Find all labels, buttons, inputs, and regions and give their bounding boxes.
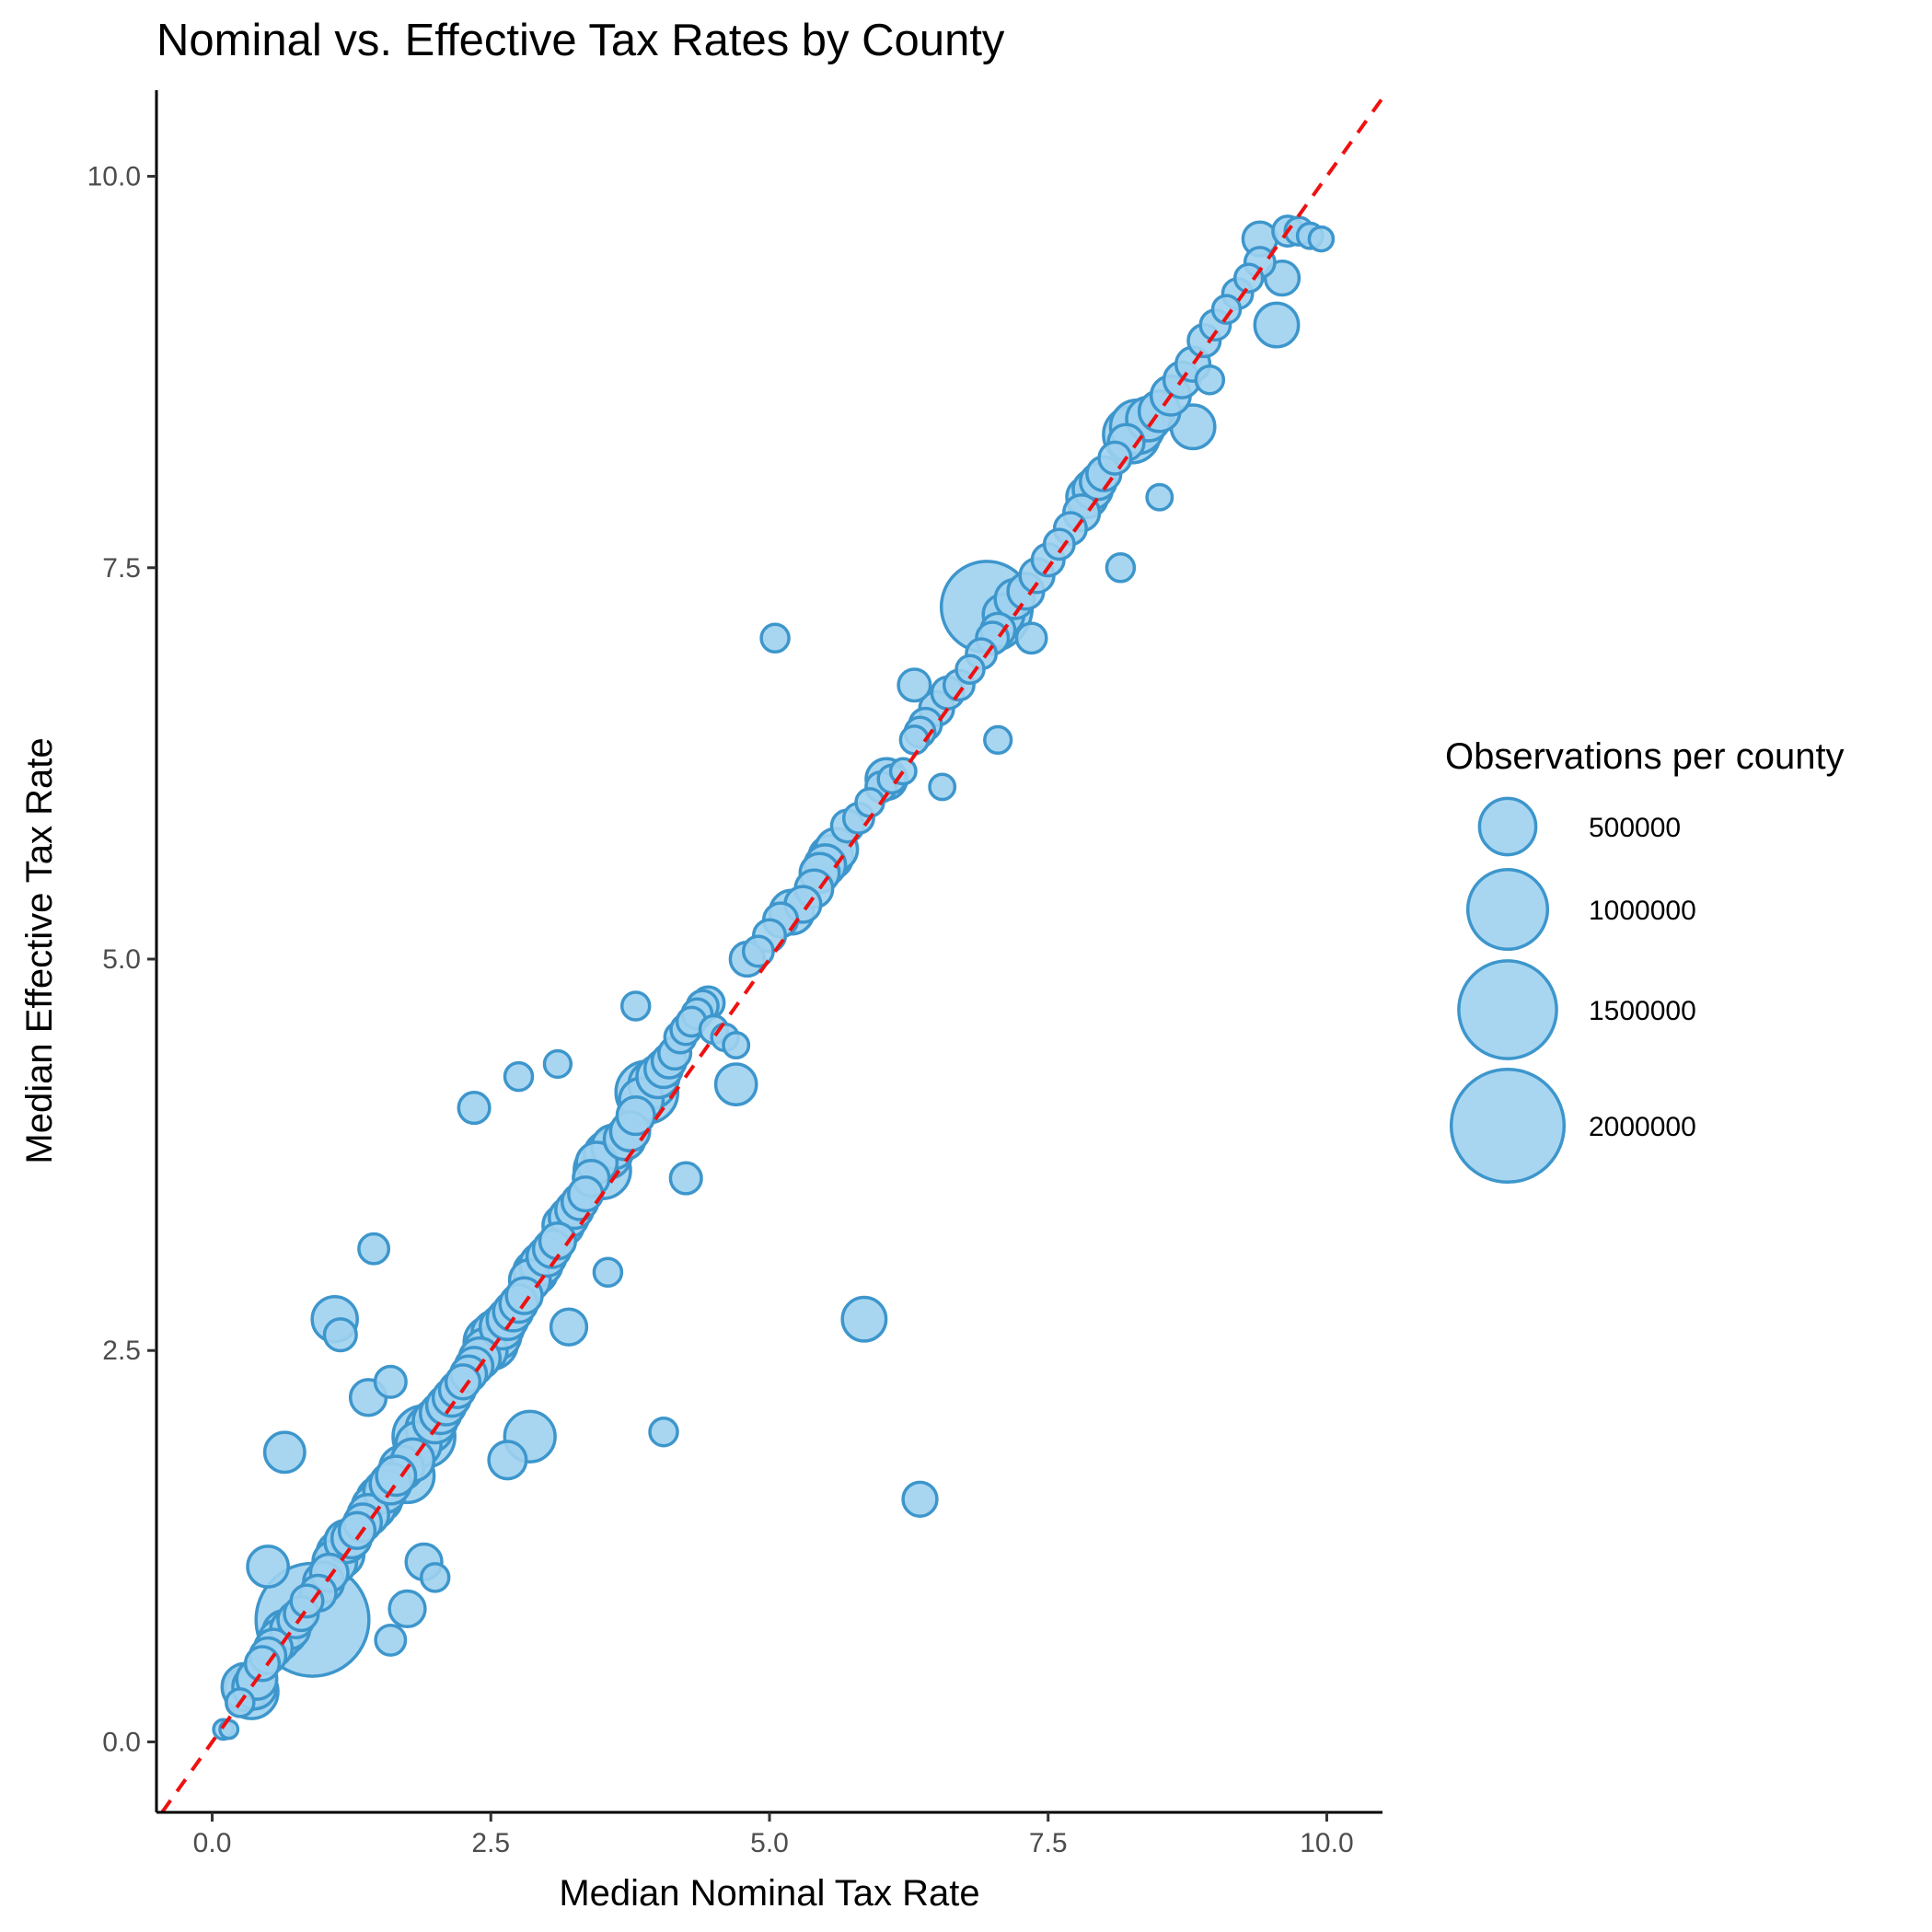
data-point: [457, 1091, 492, 1126]
data-point: [840, 1295, 888, 1343]
legend-key: [1457, 959, 1558, 1060]
legend-title: Observations per county: [1445, 736, 1845, 777]
data-point: [388, 1589, 427, 1629]
data-point: [954, 654, 986, 686]
legend-label: 2000000: [1589, 1112, 1696, 1142]
data-point: [419, 1562, 451, 1593]
data-point: [322, 1317, 358, 1353]
data-point: [289, 1583, 325, 1619]
y-tick-label: 0.0: [102, 1727, 141, 1757]
data-point: [928, 772, 957, 802]
data-point: [375, 1454, 418, 1498]
data-point: [1210, 294, 1243, 325]
data-point: [567, 1174, 605, 1213]
data-point: [901, 1480, 939, 1518]
x-tick-label: 5.0: [750, 1828, 789, 1858]
data-point: [542, 1048, 573, 1080]
data-point: [713, 1062, 758, 1106]
data-point: [357, 1232, 391, 1266]
data-point: [243, 1645, 282, 1683]
data-point: [741, 934, 775, 968]
x-axis-ticks: 0.0 2.5 5.0 7.5 10.0: [193, 1812, 1354, 1858]
data-point: [897, 667, 932, 703]
data-point: [1014, 621, 1048, 655]
data-point: [592, 1256, 624, 1288]
y-axis-ticks: 0.0 2.5 5.0 7.5 10.0: [87, 162, 156, 1757]
data-point: [1097, 440, 1133, 476]
data-point: [1232, 262, 1265, 294]
data-point: [759, 622, 791, 654]
legend-key: [1477, 796, 1538, 857]
size-legend: Observations per county 500000 1000000 150…: [1445, 736, 1845, 1185]
x-tick-label: 10.0: [1300, 1828, 1353, 1858]
data-point: [1145, 482, 1174, 512]
data-point: [549, 1307, 589, 1347]
x-tick-label: 0.0: [193, 1828, 232, 1858]
data-point: [1105, 552, 1137, 584]
data-point: [1194, 364, 1226, 396]
data-point: [619, 990, 652, 1022]
y-axis-title: Median Effective Tax Rate: [19, 737, 60, 1163]
data-point: [373, 1364, 408, 1399]
data-point: [1307, 225, 1336, 253]
data-point: [722, 1031, 751, 1060]
data-point: [374, 1623, 408, 1657]
chart-title: Nominal vs. Effective Tax Rates by Count…: [156, 16, 1005, 65]
data-point: [504, 1276, 544, 1315]
x-tick-label: 2.5: [471, 1828, 510, 1858]
x-axis-title: Median Nominal Tax Rate: [559, 1873, 979, 1914]
legend-label: 500000: [1589, 813, 1681, 843]
y-tick-label: 5.0: [102, 944, 141, 975]
data-point: [668, 1161, 703, 1196]
data-point: [246, 1544, 290, 1589]
data-point: [983, 724, 1013, 756]
y-tick-label: 7.5: [102, 553, 141, 584]
data-point: [262, 1430, 307, 1475]
data-point: [1042, 527, 1076, 561]
legend-label: 1500000: [1589, 996, 1696, 1026]
data-point: [503, 1060, 535, 1093]
data-point: [648, 1416, 679, 1448]
data-point: [218, 1718, 240, 1741]
data-point: [444, 1363, 482, 1401]
data-point: [888, 757, 918, 786]
identity-reference-line: [160, 97, 1384, 1814]
y-tick-label: 2.5: [102, 1336, 141, 1366]
legend-label: 1000000: [1589, 896, 1696, 926]
legend-key: [1449, 1067, 1567, 1185]
y-tick-label: 10.0: [87, 162, 141, 192]
legend-key: [1465, 867, 1550, 952]
data-point: [337, 1510, 377, 1550]
data-point: [615, 1095, 656, 1137]
data-points: [212, 214, 1336, 1741]
data-point: [487, 1440, 528, 1481]
x-tick-label: 7.5: [1029, 1828, 1068, 1858]
data-point: [1253, 301, 1301, 349]
